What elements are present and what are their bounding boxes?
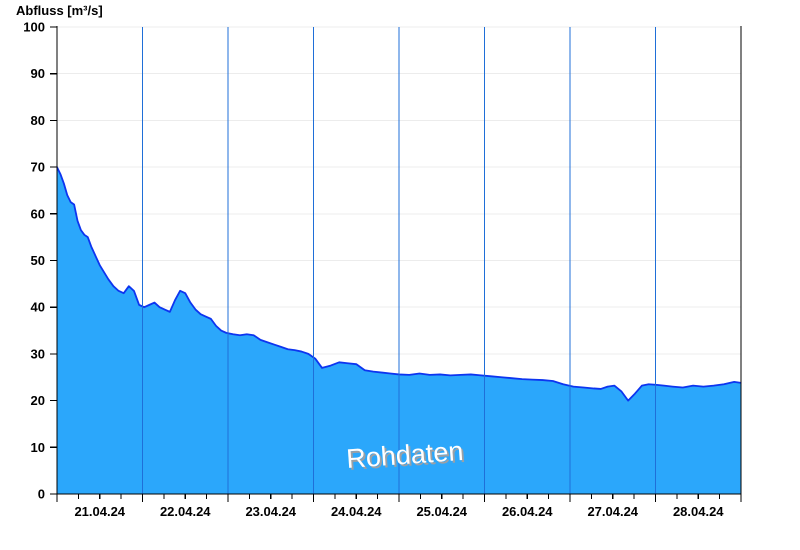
y-tick-label: 0 [38, 487, 45, 502]
x-tick-label: 27.04.24 [587, 504, 638, 519]
y-tick-label: 60 [31, 206, 45, 221]
x-tick-label: 26.04.24 [502, 504, 553, 519]
x-tick-label: 24.04.24 [331, 504, 382, 519]
y-tick-label: 100 [23, 20, 45, 35]
y-tick-label: 80 [31, 113, 45, 128]
series-line [57, 166, 741, 402]
y-tick-label: 90 [31, 66, 45, 81]
y-tick-label: 10 [31, 440, 45, 455]
y-tick-label: 40 [31, 300, 45, 315]
y-tick-label: 30 [31, 346, 45, 361]
y-tick-label: 70 [31, 160, 45, 175]
y-tick-label: 50 [31, 253, 45, 268]
x-tick-label: 28.04.24 [673, 504, 724, 519]
x-tick-label: 25.04.24 [416, 504, 467, 519]
x-tick-label: 23.04.24 [245, 504, 296, 519]
x-tick-group: 21.04.24 22.04.24 23.04.24 24.04.24 25.04.24… [56, 494, 742, 519]
x-tick-label: 22.04.24 [160, 504, 211, 519]
y-tick-group: 0 10 20 30 40 50 60 70 80 90 100 [23, 20, 57, 502]
y-axis-title: Abfluss [m³/s] [16, 3, 103, 18]
y-tick-label: 20 [31, 393, 45, 408]
x-tick-label: 21.04.24 [74, 504, 125, 519]
day-separator-group [142, 27, 656, 494]
